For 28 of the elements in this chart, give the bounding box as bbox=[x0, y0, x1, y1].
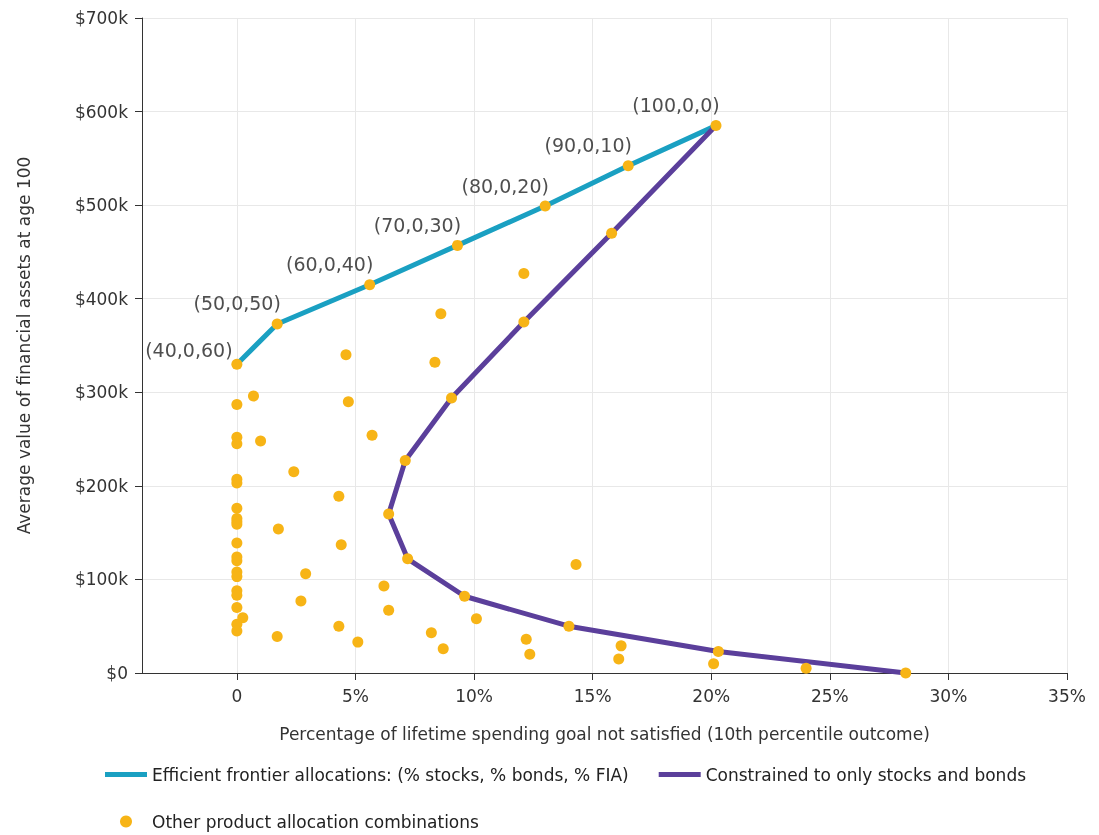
annotation: (80,0,20) bbox=[461, 174, 549, 197]
y-tick-label: $500k bbox=[74, 195, 129, 216]
x-tick-label: 5% bbox=[341, 685, 369, 706]
annotation: (100,0,0) bbox=[632, 94, 720, 117]
x-tick-label: 25% bbox=[810, 685, 849, 706]
y-tick-label: $400k bbox=[74, 288, 129, 309]
y-tick-label: $0 bbox=[106, 663, 128, 683]
x-tick-label: 10% bbox=[455, 685, 493, 706]
legend-label: Other product allocation combinations bbox=[152, 811, 480, 832]
annotation: (90,0,10) bbox=[544, 134, 632, 157]
annotation: (70,0,30) bbox=[373, 213, 462, 236]
x-tick-label: 20% bbox=[692, 685, 731, 706]
annotation: (50,0,50) bbox=[193, 292, 281, 315]
y-axis-title: Average value of financial assets at age 100 bbox=[13, 156, 34, 535]
y-tick-label: $700k bbox=[74, 8, 129, 28]
x-tick-label: 35% bbox=[1048, 685, 1086, 706]
x-axis-title: Percentage of lifetime spending goal not satisfied (10th percentile outcome) bbox=[279, 723, 930, 744]
y-tick-label: $100k bbox=[74, 569, 129, 590]
legend-label: Constrained to only stocks and bonds bbox=[705, 764, 1027, 785]
y-tick-label: $600k bbox=[74, 101, 129, 122]
annotation: (40,0,60) bbox=[145, 338, 233, 361]
legend-label: Efficient frontier allocations: (% stocks, % bonds, % FIA) bbox=[152, 764, 629, 785]
x-tick-label: 0 bbox=[231, 685, 243, 706]
y-tick-label: $300k bbox=[74, 382, 129, 403]
x-tick-label: 15% bbox=[573, 685, 612, 706]
x-tick-label: 30% bbox=[929, 685, 968, 706]
annotation: (60,0,40) bbox=[286, 253, 374, 276]
y-tick-label: $200k bbox=[74, 475, 129, 496]
